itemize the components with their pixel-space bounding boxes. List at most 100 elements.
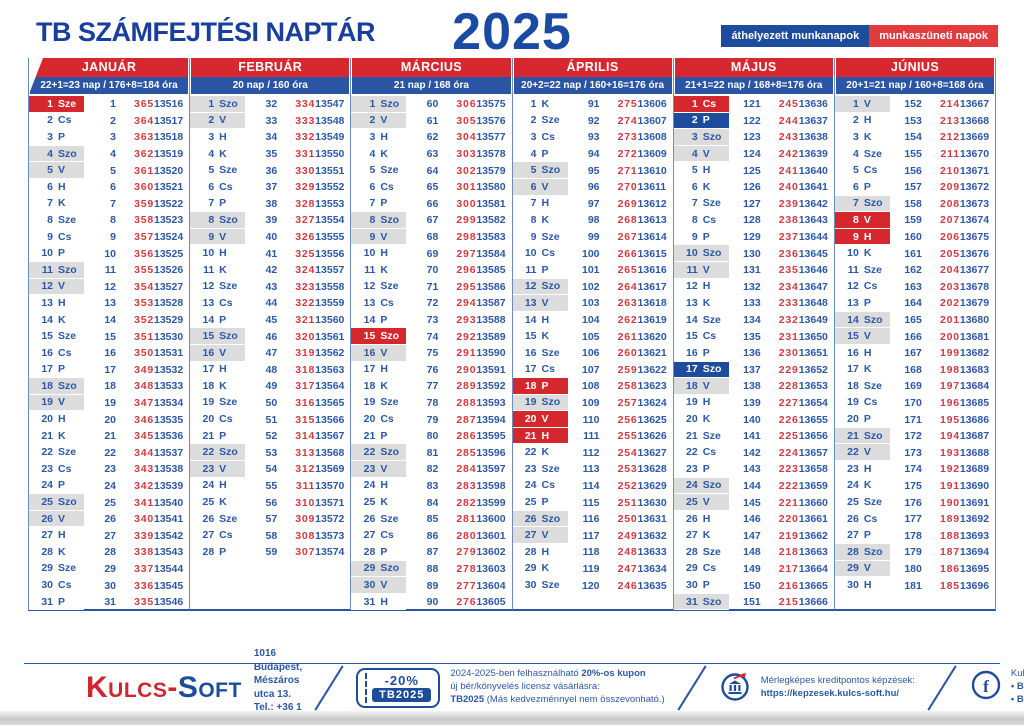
weekday-abbr: Sze	[219, 396, 238, 409]
serial-number: 13522	[154, 197, 184, 210]
day-cell: 1 Szo	[351, 96, 407, 113]
trainings-url[interactable]: https://kepzesek.kulcs-soft.hu/	[760, 687, 900, 699]
day-cell: 26 V	[29, 510, 84, 528]
days-remaining: 263	[617, 297, 638, 310]
days-remaining: 356	[134, 247, 154, 260]
weekday-abbr: Sze	[58, 213, 77, 226]
days-remaining: 205	[939, 247, 960, 260]
days-remaining: 212	[939, 131, 960, 144]
day-row: 4 P 94 272 13609	[512, 146, 673, 163]
day-of-year: 34	[265, 131, 278, 144]
day-cell: 27 H	[29, 527, 84, 545]
day-number: 16	[524, 346, 537, 359]
day-of-year: 139	[743, 396, 761, 409]
day-number: 12	[524, 280, 537, 293]
day-of-year: 108	[581, 380, 600, 393]
serial-number: 13654	[798, 396, 828, 409]
serial-number: 13649	[798, 314, 828, 327]
footer-company-section: Kulcs-Soft 1016 Budapest, Mészáros utca …	[24, 647, 302, 728]
day-of-year: 124	[743, 148, 761, 161]
day-row: 17 Szo 137 229 13652	[673, 361, 834, 379]
days-remaining: 351	[134, 330, 154, 343]
day-of-year: 71	[426, 280, 439, 293]
day-cell: 7 Szo	[834, 195, 890, 213]
day-number: 15	[847, 330, 859, 343]
day-number: 13	[524, 296, 537, 309]
weekday-abbr: P	[541, 379, 549, 392]
month-name: MÁJUS	[673, 58, 834, 77]
day-of-year: 27	[104, 529, 116, 542]
days-remaining: 332	[295, 131, 316, 144]
day-row: 3 H 62 304 13577	[351, 129, 511, 146]
day-of-year: 144	[743, 479, 761, 492]
day-row: 5 Sze 36 330 13551	[190, 162, 350, 179]
weekday-abbr: Cs	[58, 462, 72, 475]
day-number: 26	[847, 512, 859, 525]
weekday-abbr: Sze	[219, 280, 238, 293]
serial-number: 13524	[154, 231, 184, 244]
weekday-abbr: Sze	[702, 545, 721, 558]
day-of-year: 121	[743, 98, 761, 111]
day-number: 14	[202, 313, 215, 326]
day-cell: 11 Szo	[29, 261, 84, 279]
day-cell: 29 Cs	[673, 561, 729, 578]
weekday-abbr: Cs	[702, 330, 717, 343]
serial-number: 13540	[154, 496, 184, 509]
weekday-abbr: Cs	[702, 446, 717, 459]
day-cell: 3 Cs	[512, 129, 568, 146]
forum-item[interactable]: • Bérügyi Szakmai Fórum	[1010, 693, 1024, 705]
days-remaining: 353	[134, 297, 154, 310]
day-row: 1 K 91 275 13606	[512, 96, 673, 113]
svg-text:f: f	[983, 677, 989, 696]
day-number: 14	[847, 313, 859, 326]
weekday-abbr: K	[58, 313, 66, 326]
serial-number: 13647	[798, 280, 828, 293]
day-number: 11	[41, 263, 53, 276]
serial-number: 13662	[798, 529, 828, 542]
serial-number: 13581	[476, 197, 506, 210]
day-cell: 13 Cs	[190, 295, 246, 312]
weekday-abbr: H	[541, 313, 550, 326]
weekday-abbr: P	[541, 496, 549, 509]
day-row: 25 K 84 282 13599	[351, 494, 511, 511]
serial-number: 13653	[798, 380, 828, 393]
day-row: 14 P 73 293 13588	[351, 312, 511, 329]
serial-number: 13598	[476, 479, 506, 492]
day-number: 22	[686, 446, 698, 459]
weekday-abbr: K	[219, 379, 227, 392]
day-row: 16 P 136 230 13651	[673, 345, 834, 362]
weekday-abbr: V	[380, 230, 388, 243]
day-row: 29 Sze 29 337 13544	[29, 561, 189, 578]
day-number: 31	[686, 595, 698, 608]
day-number: 16	[202, 346, 215, 359]
weekday-abbr: Cs	[541, 363, 555, 376]
weekday-abbr: H	[863, 114, 872, 127]
weekday-abbr: P	[219, 429, 227, 442]
serial-number: 13695	[959, 562, 990, 575]
days-remaining: 204	[939, 264, 960, 277]
serial-number: 13590	[476, 347, 506, 360]
day-cell: 12 V	[29, 278, 84, 296]
weekday-abbr: Sze	[58, 562, 77, 575]
weekday-abbr: Szo	[380, 446, 400, 459]
day-row: 3 P 3 363 13518	[29, 129, 189, 146]
day-row: 2 Sze 92 274 13607	[512, 113, 673, 130]
day-cell: 11 P	[512, 262, 568, 279]
forum-item[interactable]: • Bérszámfejtő vagyok	[1010, 681, 1024, 693]
day-row: 1 Szo 60 306 13575	[351, 96, 511, 113]
day-of-year: 131	[743, 264, 761, 277]
day-row: 6 V 96 270 13611	[512, 178, 673, 196]
serial-number: 13579	[476, 164, 506, 177]
day-cell: 19 Cs	[834, 395, 890, 412]
weekday-abbr: V	[219, 230, 227, 243]
coupon-description: 2024-2025-ben felhasználható 20%-os kupo…	[450, 668, 664, 706]
weekday-abbr: Sze	[541, 346, 560, 359]
weekday-abbr: Sze	[541, 579, 560, 592]
day-number: 4	[208, 147, 215, 160]
day-row: 8 V 159 207 13674	[834, 212, 995, 229]
day-number: 24	[524, 479, 537, 492]
day-cell: 9 Cs	[29, 229, 84, 246]
day-cell: 25 K	[190, 494, 246, 511]
